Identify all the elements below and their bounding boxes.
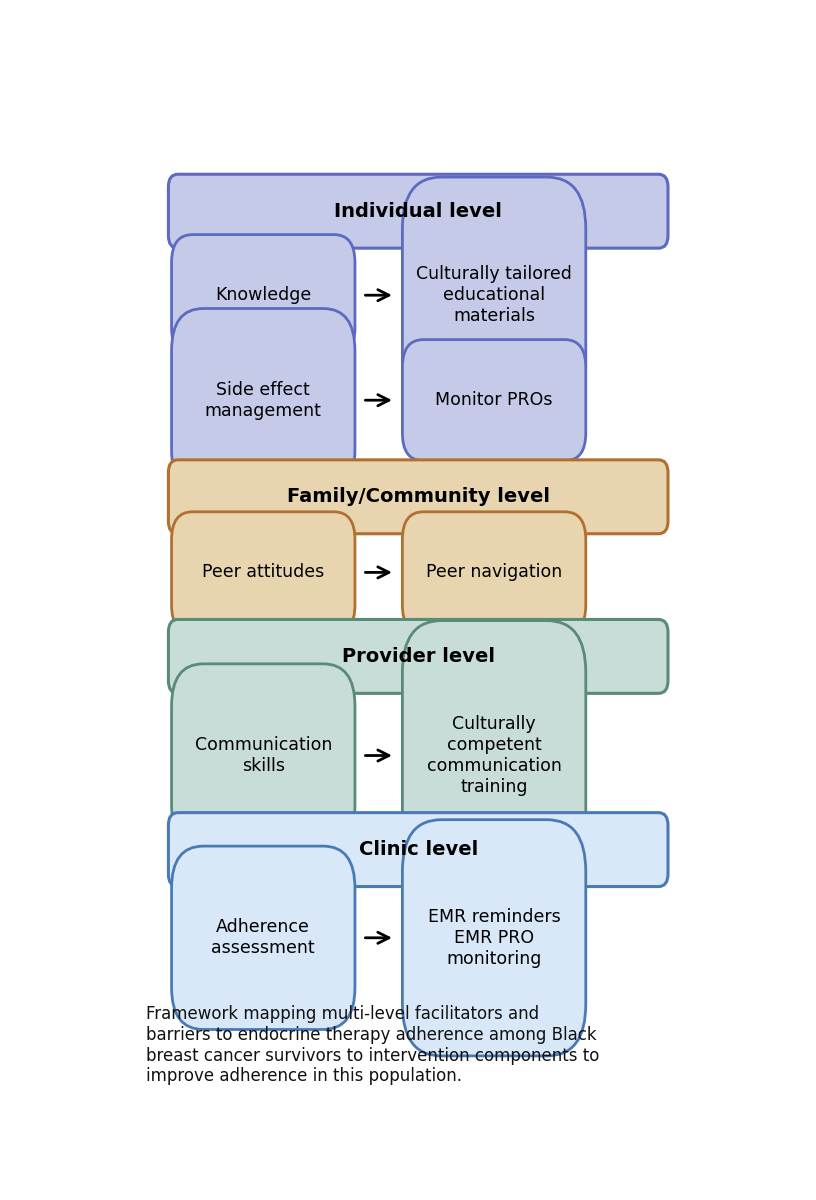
- FancyBboxPatch shape: [402, 511, 586, 634]
- Text: Peer attitudes: Peer attitudes: [202, 564, 325, 582]
- FancyBboxPatch shape: [171, 234, 355, 356]
- FancyBboxPatch shape: [402, 340, 586, 461]
- FancyBboxPatch shape: [171, 846, 355, 1030]
- Text: Culturally
competent
communication
training: Culturally competent communication train…: [427, 715, 561, 796]
- Text: Peer navigation: Peer navigation: [426, 564, 562, 582]
- FancyBboxPatch shape: [402, 178, 586, 413]
- Text: Communication
skills: Communication skills: [194, 736, 332, 775]
- Text: Framework mapping multi-level facilitators and
barriers to endocrine therapy adh: Framework mapping multi-level facilitato…: [146, 1006, 600, 1085]
- Text: Culturally tailored
educational
materials: Culturally tailored educational material…: [416, 265, 572, 325]
- FancyBboxPatch shape: [171, 308, 355, 492]
- Text: Adherence
assessment: Adherence assessment: [211, 918, 315, 958]
- Text: Family/Community level: Family/Community level: [286, 487, 550, 506]
- Text: EMR reminders
EMR PRO
monitoring: EMR reminders EMR PRO monitoring: [428, 908, 561, 967]
- FancyBboxPatch shape: [168, 460, 668, 534]
- Text: Knowledge: Knowledge: [215, 286, 312, 304]
- Text: Provider level: Provider level: [342, 647, 494, 666]
- FancyBboxPatch shape: [171, 664, 355, 847]
- FancyBboxPatch shape: [168, 619, 668, 694]
- Text: Individual level: Individual level: [335, 202, 502, 221]
- FancyBboxPatch shape: [402, 820, 586, 1056]
- Text: Clinic level: Clinic level: [358, 840, 478, 859]
- FancyBboxPatch shape: [168, 812, 668, 887]
- Text: Side effect
management: Side effect management: [205, 380, 322, 420]
- FancyBboxPatch shape: [171, 511, 355, 634]
- Text: Monitor PROs: Monitor PROs: [436, 391, 552, 409]
- FancyBboxPatch shape: [402, 620, 586, 890]
- FancyBboxPatch shape: [168, 174, 668, 248]
